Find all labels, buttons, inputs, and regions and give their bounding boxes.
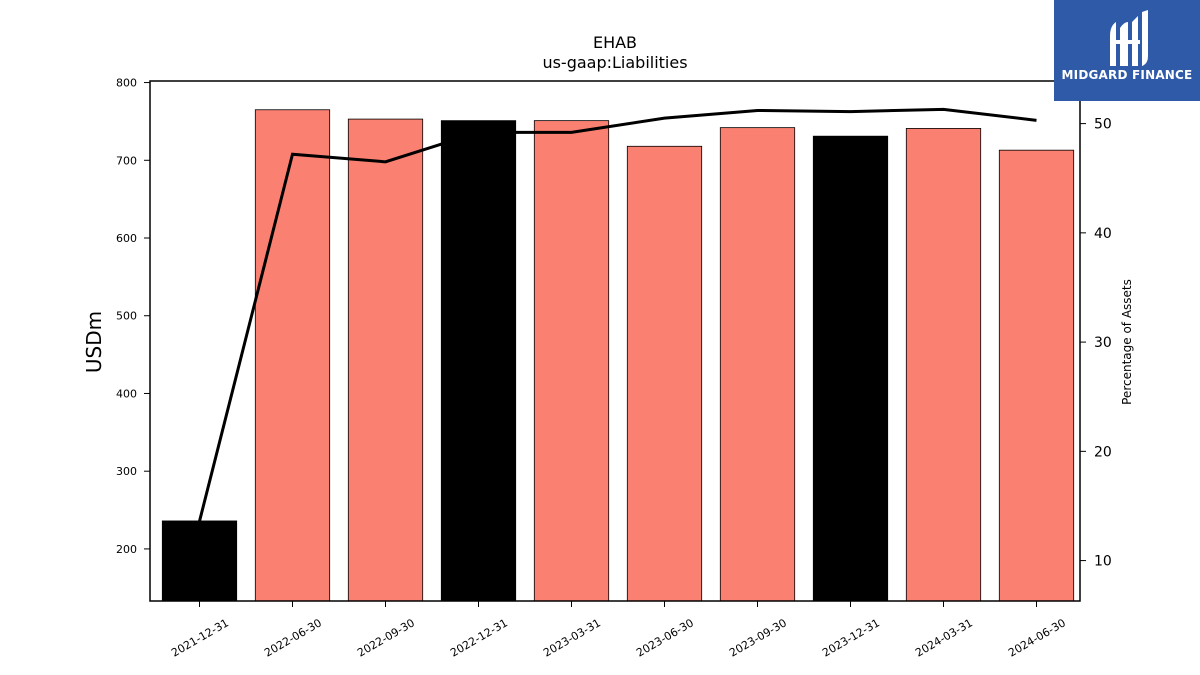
brand-logo: MIDGARD FINANCE — [1054, 0, 1200, 101]
y2-axis-label: Percentage of Assets — [1120, 279, 1134, 405]
y2-tick-label: 30 — [1094, 335, 1112, 351]
y-tick-label: 600 — [116, 232, 137, 245]
x-tick-label: 2023-03-31 — [541, 616, 603, 659]
percentage-line — [198, 107, 1037, 522]
bar-2023-06-30 — [626, 145, 703, 602]
y-tick-label: 700 — [116, 154, 137, 167]
x-tick-label: 2024-06-30 — [1006, 616, 1068, 659]
bar-2022-12-31 — [440, 120, 517, 602]
bar-2021-12-31 — [161, 520, 238, 602]
y-tick-label: 800 — [116, 77, 137, 90]
y-tick-label: 400 — [116, 387, 137, 400]
bar-2022-09-30 — [347, 118, 424, 602]
x-tick-label: 2023-06-30 — [634, 616, 696, 659]
x-tick-label: 2022-06-30 — [262, 616, 324, 659]
y-axis-label: USDm — [82, 311, 106, 373]
x-tick-label: 2022-09-30 — [355, 616, 417, 659]
y-tick-label: 300 — [116, 465, 137, 478]
y2-tick-label: 40 — [1094, 226, 1112, 242]
bar-2023-03-31 — [533, 120, 610, 602]
line-group — [198, 107, 1037, 522]
bar-2022-06-30 — [254, 109, 331, 602]
x-tick-label: 2024-03-31 — [913, 616, 975, 659]
x-tick-label: 2022-12-31 — [448, 616, 510, 659]
x-tick-label: 2023-09-30 — [727, 616, 789, 659]
y2-tick-label: 50 — [1094, 117, 1112, 133]
bar-2023-09-30 — [719, 127, 796, 602]
y2-tick-label: 20 — [1094, 444, 1112, 460]
bar-2023-12-31 — [812, 135, 889, 602]
brand-name: MIDGARD FINANCE — [1061, 68, 1193, 82]
bar-2024-06-30 — [998, 149, 1075, 602]
chart-title: EHAB — [593, 33, 637, 52]
y-tick-label: 500 — [116, 310, 137, 323]
y-tick-label: 200 — [116, 543, 137, 556]
bar-2024-03-31 — [905, 128, 982, 602]
x-tick-label: 2023-12-31 — [820, 616, 882, 659]
plot-frame — [149, 80, 1081, 602]
x-tick-label: 2021-12-31 — [169, 616, 231, 659]
brand-mark-icon — [1110, 10, 1148, 66]
bars-group — [161, 109, 1075, 602]
chart-subtitle: us-gaap:Liabilities — [542, 53, 687, 72]
y2-tick-label: 10 — [1094, 554, 1112, 570]
